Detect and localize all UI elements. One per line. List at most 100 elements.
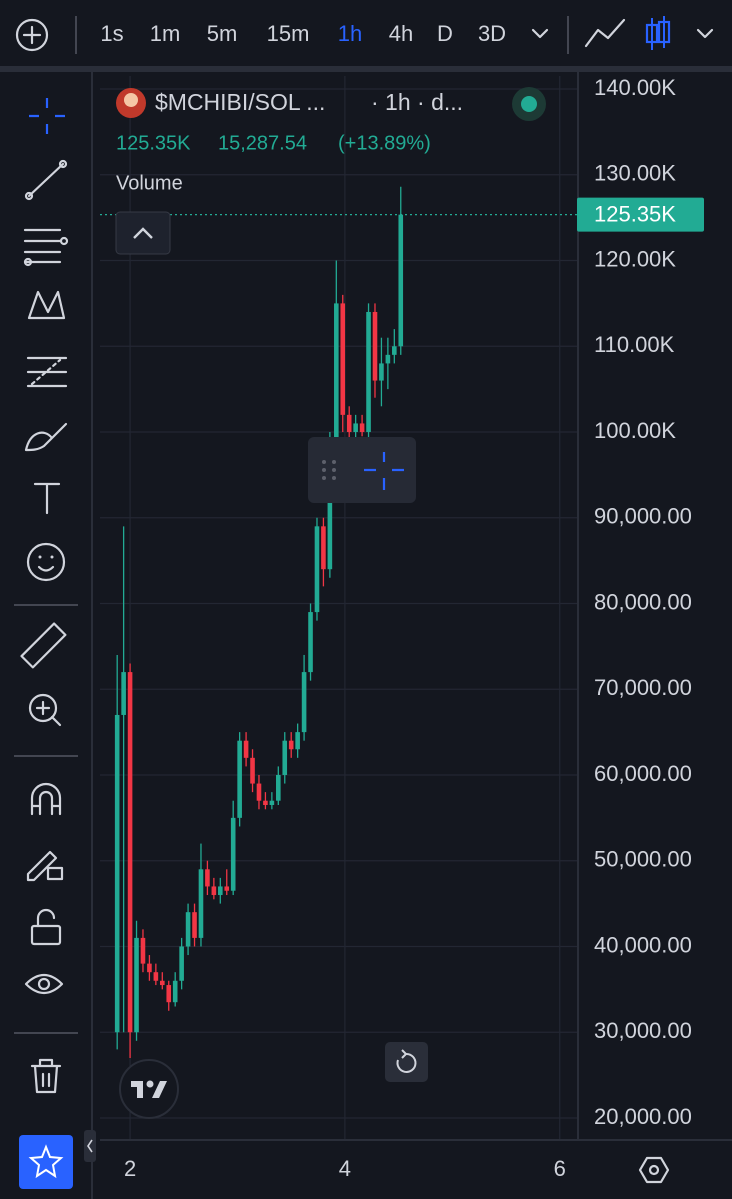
- magnet-tool[interactable]: [30, 782, 62, 816]
- candle-body: [243, 740, 249, 758]
- collapse-legend-button[interactable]: [115, 211, 171, 255]
- interval-button[interactable]: 5m: [207, 21, 238, 46]
- x-tick-label: 6: [554, 1156, 566, 1181]
- floating-tool-widget[interactable]: [308, 437, 416, 503]
- fib-tool[interactable]: [23, 228, 69, 267]
- candle-body: [198, 869, 204, 938]
- candle-body: [366, 311, 371, 433]
- candle-body: [211, 886, 217, 896]
- volume-label: Volume: [116, 172, 183, 194]
- y-tick-label: 110.00K: [594, 332, 675, 357]
- symbol-logo: [124, 93, 138, 107]
- interval-button[interactable]: 15m: [267, 21, 310, 46]
- candle-body: [179, 946, 184, 981]
- forecast-tool[interactable]: [26, 356, 68, 388]
- candle-body: [230, 817, 236, 891]
- y-tick-label: 20,000.00: [594, 1104, 692, 1129]
- x-tick-label: 2: [124, 1156, 136, 1181]
- candle-body: [263, 800, 268, 805]
- candle-body: [127, 672, 133, 1033]
- y-tick-label: 60,000.00: [594, 761, 692, 786]
- legend-change-percent: (+13.89%): [338, 132, 431, 154]
- line-chart-button[interactable]: [584, 18, 626, 48]
- candle-body: [398, 214, 404, 347]
- crosshair-tool[interactable]: [29, 98, 65, 134]
- settings-button[interactable]: [638, 1156, 670, 1184]
- last-price-badge: [577, 197, 704, 232]
- interval-bar: 1s 1m 5m 15m 1h 4h D 3D: [100, 21, 506, 46]
- interval-button[interactable]: 1s: [100, 21, 123, 46]
- y-tick-label: 90,000.00: [594, 504, 692, 529]
- tradingview-logo[interactable]: [119, 1059, 179, 1119]
- candle-body: [321, 526, 326, 570]
- y-tick-label: 50,000.00: [594, 847, 692, 872]
- candle-body: [359, 423, 365, 433]
- interval-button[interactable]: 3D: [478, 21, 506, 46]
- candle-body: [224, 886, 230, 891]
- candle-body: [282, 740, 288, 775]
- candle-body: [340, 303, 346, 415]
- candle-body: [308, 612, 313, 673]
- candle-chart-button[interactable]: [645, 16, 671, 50]
- last-price-label: 125.35K: [594, 201, 676, 226]
- candle-body: [160, 980, 165, 986]
- candle-body: [147, 963, 152, 973]
- candle-body: [237, 740, 242, 818]
- candle-body: [295, 732, 300, 750]
- icon-tool[interactable]: [26, 542, 66, 582]
- chart-type-dropdown[interactable]: [696, 28, 714, 39]
- y-tick-label: 130.00K: [594, 161, 676, 186]
- lock-tool[interactable]: [30, 908, 62, 946]
- interval-button[interactable]: D: [437, 21, 453, 46]
- lock-drawing-tool[interactable]: [26, 850, 64, 882]
- visibility-tool[interactable]: [24, 973, 64, 995]
- candle-body: [379, 363, 384, 381]
- top-bar-border: [0, 66, 732, 72]
- text-tool[interactable]: [33, 482, 61, 515]
- reset-view-button[interactable]: [385, 1042, 428, 1082]
- interval-button[interactable]: 1m: [150, 21, 181, 46]
- candle-body: [385, 354, 391, 364]
- candle-body: [205, 869, 210, 887]
- y-tick-label: 40,000.00: [594, 932, 692, 957]
- favorites-button[interactable]: [19, 1135, 73, 1189]
- collapse-toolbar[interactable]: [84, 1130, 96, 1162]
- measure-tool[interactable]: [20, 622, 67, 669]
- candle-body: [172, 980, 178, 1003]
- candle-body: [353, 423, 358, 433]
- candle-body: [185, 912, 191, 947]
- candle-body: [372, 311, 378, 381]
- y-tick-label: 120.00K: [594, 246, 676, 271]
- x-tick-label: 4: [339, 1156, 351, 1181]
- interval-button[interactable]: 1h: [338, 21, 362, 46]
- interval-dropdown[interactable]: [531, 28, 549, 39]
- candle-body: [134, 937, 139, 1033]
- y-tick-label: 80,000.00: [594, 589, 692, 614]
- candle-body: [153, 972, 159, 981]
- brush-tool[interactable]: [24, 422, 68, 452]
- candle-body: [250, 757, 255, 784]
- candle-body: [276, 774, 281, 801]
- add-symbol-button[interactable]: [15, 18, 49, 52]
- trend-line-tool[interactable]: [24, 159, 68, 201]
- symbol-name[interactable]: $MCHIBI/SOL ...: [155, 89, 325, 115]
- candle-body: [269, 800, 275, 805]
- candle-body: [346, 414, 352, 433]
- candle-body: [140, 937, 146, 964]
- y-tick-label: 100.00K: [594, 418, 676, 443]
- pattern-tool[interactable]: [27, 290, 66, 320]
- delete-tool[interactable]: [30, 1058, 62, 1094]
- interval-button[interactable]: 4h: [389, 21, 413, 46]
- candle-body: [301, 672, 307, 733]
- candle-body: [392, 346, 397, 355]
- y-tick-label: 30,000.00: [594, 1018, 692, 1043]
- zoom-tool[interactable]: [28, 693, 62, 727]
- candle-body: [218, 886, 223, 896]
- candle-body: [114, 714, 120, 1033]
- candle-body: [121, 672, 126, 715]
- candle-body: [288, 740, 294, 750]
- plot-area: [100, 76, 578, 1140]
- y-tick-label: 70,000.00: [594, 675, 692, 700]
